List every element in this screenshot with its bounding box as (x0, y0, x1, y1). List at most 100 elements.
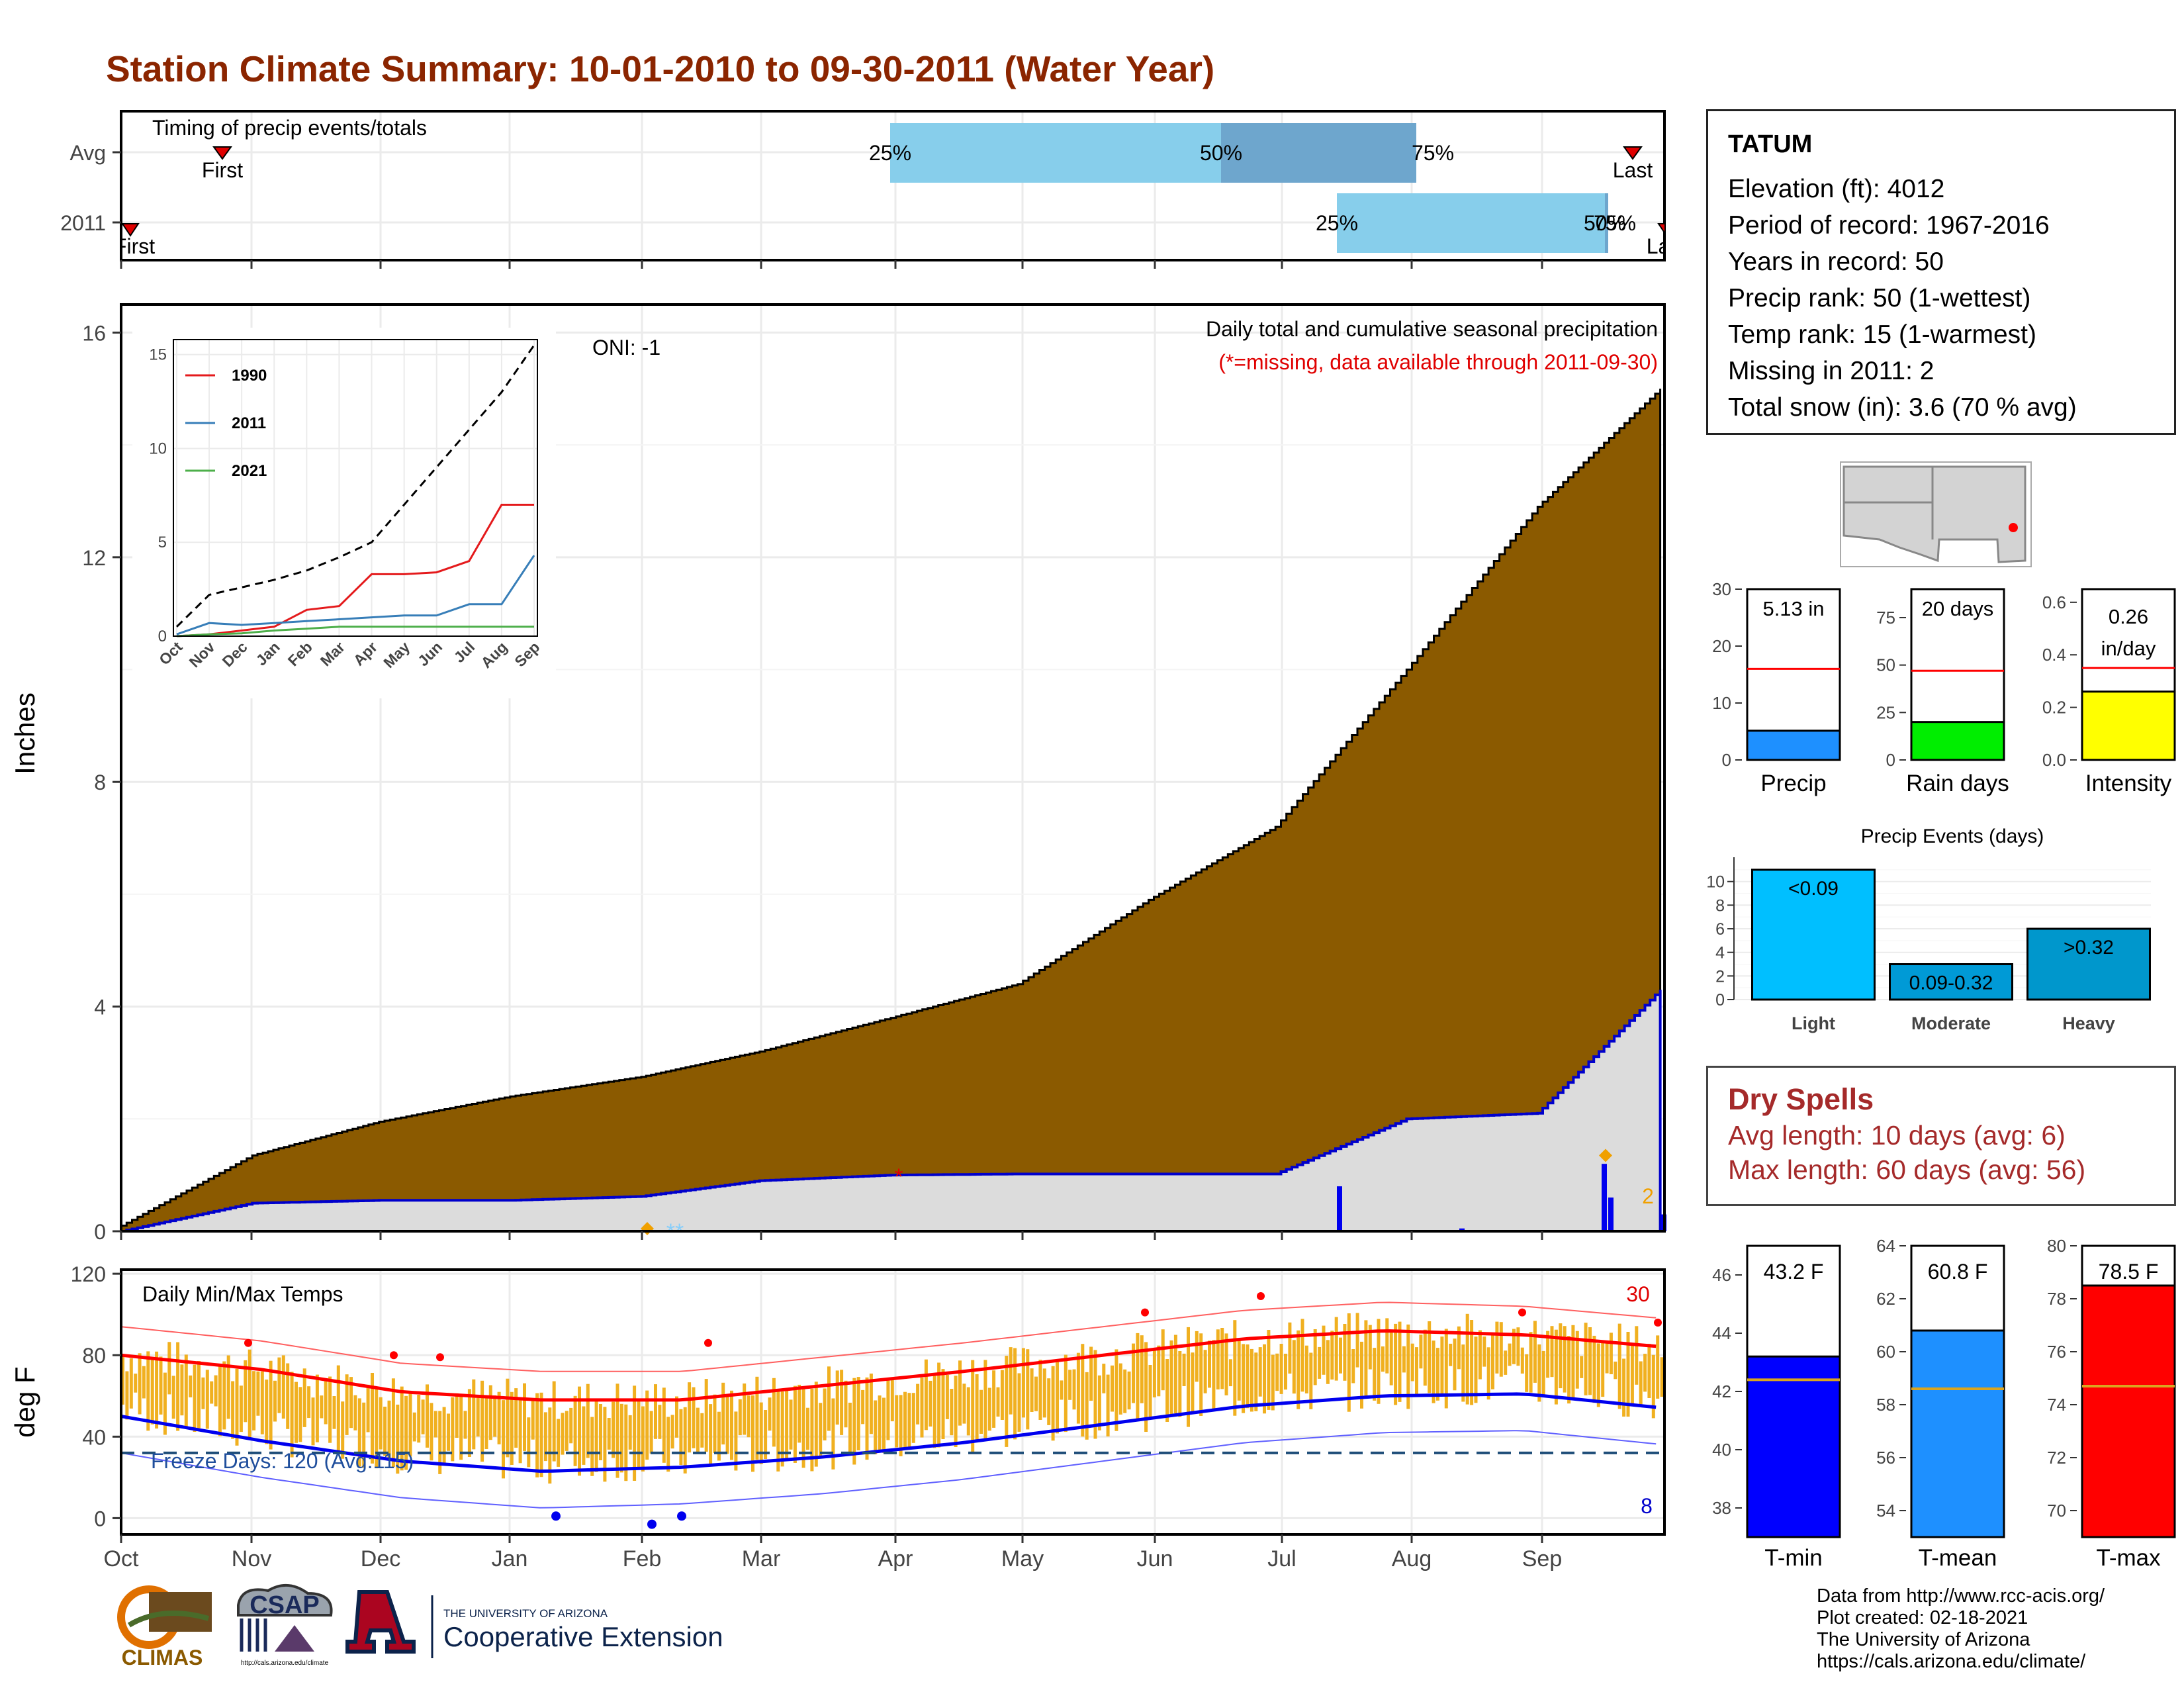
temp-bar-tick: 80 (2047, 1236, 2066, 1256)
inset-series-avg (175, 344, 535, 628)
missing-marker (1599, 1149, 1612, 1162)
mini-bar-label: Rain days (1906, 771, 2009, 796)
events-ytick: 2 (1715, 967, 1725, 986)
csap-text: CSAP (250, 1591, 320, 1619)
freeze-days-label: Freeze Days: 120 (Avg:115) (151, 1449, 414, 1473)
record-high-marker (1518, 1308, 1526, 1317)
avg-last-label: Last (1613, 158, 1653, 182)
credit-line-1: Data from http://www.rcc-acis.org/ (1817, 1585, 2105, 1607)
station-name: TATUM (1728, 130, 1813, 158)
record-high-marker (704, 1338, 712, 1347)
temp-bar-tick: 44 (1712, 1323, 1731, 1343)
temp-bar-tick: 76 (2047, 1342, 2066, 1362)
month-label: Sep (1522, 1546, 1563, 1571)
inset-legend-label: 2011 (232, 414, 266, 432)
csap-url: http://cals.arizona.edu/climate (241, 1660, 329, 1667)
climas-logo: CLIMAS (117, 1585, 212, 1669)
mini-bar-label: Intensity (2085, 771, 2172, 796)
ua-big-text: Cooperative Extension (443, 1621, 723, 1652)
station-temp-rank: Temp rank: 15 (1-warmest) (1728, 320, 2036, 349)
events-ytick: 8 (1715, 896, 1725, 915)
month-axis: Oct Nov Dec Jan Feb Mar Apr May Jun Jul Aug Sep (104, 1546, 1563, 1571)
avg-p25: 25% (869, 141, 911, 165)
station-info-box: TATUM Elevation (ft): 4012 Period of rec… (1706, 109, 2176, 435)
temp-bar-tick: 64 (1876, 1236, 1895, 1256)
avg-first-marker (212, 146, 232, 160)
precip-note: (*=missing, data available through 2011-… (1218, 350, 1658, 374)
events-category: Light (1792, 1013, 1835, 1033)
inset-ytick: 5 (158, 534, 167, 551)
temp-bar-label: T-max (2096, 1545, 2161, 1571)
temp-ytick: 0 (94, 1507, 106, 1530)
mini-bar-tick: 25 (1876, 702, 1895, 722)
daily-precip-bar (1602, 1164, 1607, 1231)
station-elevation: Elevation (ft): 4012 (1728, 175, 1945, 203)
precip-ytick: 12 (82, 546, 106, 570)
inset-series-2011 (176, 555, 535, 635)
precip-ytick: 8 (94, 771, 106, 794)
inset-ytick: 15 (149, 346, 167, 364)
y2011-last-label: Last (1647, 234, 1687, 258)
month-label: Aug (1392, 1546, 1432, 1571)
station-missing: Missing in 2011: 2 (1728, 357, 1934, 385)
cumulative-precip-area (120, 389, 1662, 1233)
temp-ytick: 120 (71, 1262, 106, 1286)
mini-bar-tick: 0 (1722, 750, 1731, 770)
temp-bar-tick: 74 (2047, 1395, 2066, 1415)
snow-marker: * (894, 1164, 903, 1190)
csap-logo: CSAP http://cals.arizona.edu/climate (237, 1583, 333, 1667)
season-temps-charts: 38 40 42 44 46 43.2 F T-min 54 56 58 60 62 64 60.8 F T… (1712, 1236, 2176, 1571)
precip-title: Daily total and cumulative seasonal prec… (1206, 317, 1658, 341)
avg-25-50-bar (890, 123, 1221, 183)
temp-bar-value: 60.8 F (1928, 1260, 1988, 1284)
inset-frame (173, 339, 538, 637)
dry-spells-box: Dry Spells Avg length: 10 days (avg: 6) … (1706, 1066, 2176, 1206)
mini-bar-value: 20 days (1922, 597, 1994, 620)
station-precip-rank: Precip rank: 50 (1-wettest) (1728, 284, 2031, 312)
missing-count: 2 (1642, 1184, 1654, 1208)
daily-precip-bar (1608, 1197, 1614, 1231)
temp-label: Daily Min/Max Temps (142, 1282, 343, 1306)
avg-last-marker (1623, 146, 1643, 160)
month-label: Oct (104, 1546, 139, 1571)
record-high-marker (390, 1351, 398, 1360)
events-bar-label: >0.32 (2064, 937, 2114, 959)
daily-precip-bar (1337, 1186, 1342, 1231)
ua-logo: THE UNIVERSITY OF ARIZONA Cooperative Ex… (345, 1590, 723, 1658)
daily-precip-bar (1459, 1228, 1465, 1231)
mini-bar-Intensity (2081, 690, 2176, 761)
month-label: Dec (361, 1546, 400, 1571)
precip-frame (120, 303, 1666, 1233)
events-category: Heavy (2062, 1013, 2115, 1033)
inset-ytick: 0 (158, 628, 167, 645)
mini-bar-tick: 0.6 (2042, 592, 2066, 612)
mini-bar-tick: 0.4 (2042, 645, 2066, 665)
events-ytick: 4 (1715, 944, 1725, 962)
y2011-first-label: First (114, 234, 155, 258)
timing-label: Timing of precip events/totals (152, 116, 427, 140)
month-label: May (1001, 1546, 1044, 1571)
record-high-marker (436, 1353, 444, 1362)
y2011-first-marker (121, 223, 140, 237)
y2011-p50: 50% (1584, 211, 1626, 235)
station-location-dot (2009, 523, 2018, 532)
temp-bar-tick: 72 (2047, 1448, 2066, 1468)
temp-bar-label: T-mean (1919, 1545, 1997, 1571)
mini-bar-tick: 30 (1712, 583, 1731, 599)
mini-bar-tick: 75 (1876, 608, 1895, 628)
y2011-last-marker (1657, 223, 1664, 234)
month-label: Mar (742, 1546, 781, 1571)
events-ytick: 6 (1715, 920, 1725, 939)
inset-series-1990 (176, 504, 534, 637)
mini-bar-value: 5.13 in (1762, 597, 1824, 620)
mini-bar-value: in/day (2101, 637, 2156, 660)
precip-ytick: 16 (82, 321, 106, 345)
temp-bar-tick: 60 (1876, 1342, 1895, 1362)
precip-ytick: 0 (94, 1220, 106, 1244)
temp-ytick: 40 (82, 1425, 106, 1449)
temp-bar-tick: 70 (2047, 1501, 2066, 1521)
record-min-line (120, 1430, 1657, 1509)
oni-label: ONI: -1 (592, 336, 660, 359)
temp-bar-tick: 62 (1876, 1289, 1895, 1309)
temp-bar-tick: 56 (1876, 1448, 1895, 1468)
